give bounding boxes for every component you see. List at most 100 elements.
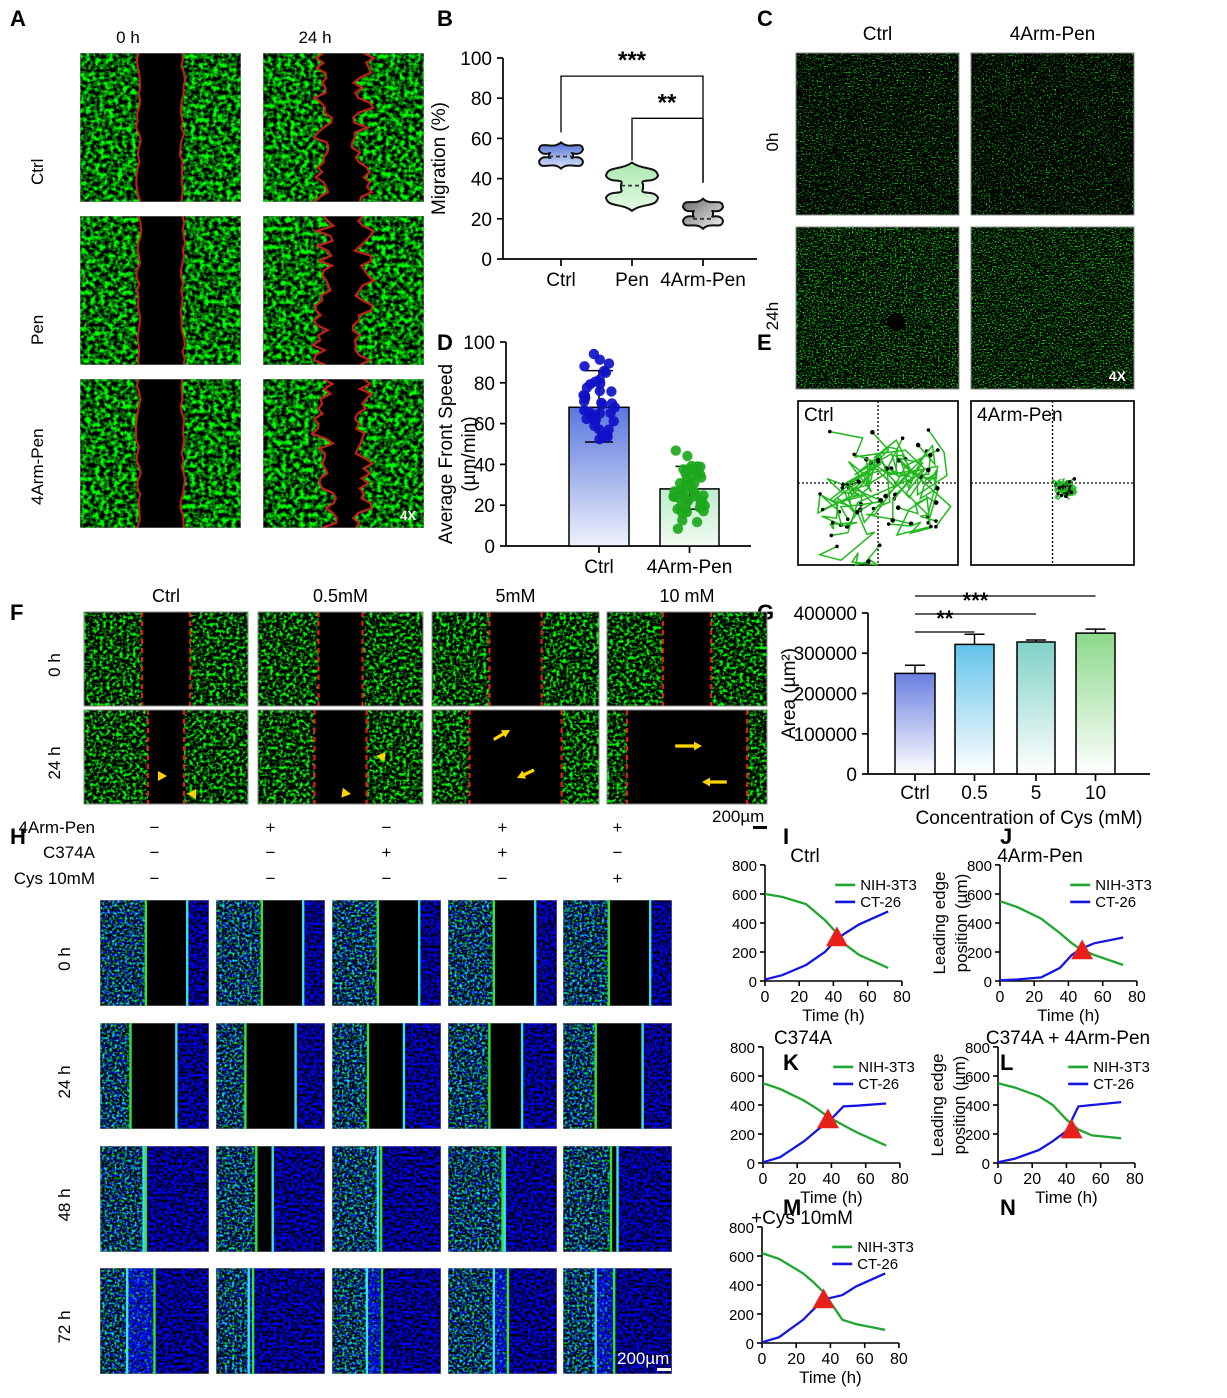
svg-text:CT-26: CT-26 bbox=[1093, 1076, 1134, 1093]
svg-text:Concentration of Cys (mM): Concentration of Cys (mM) bbox=[915, 808, 1142, 829]
svg-text:0: 0 bbox=[758, 1351, 767, 1368]
svg-text:24 h: 24 h bbox=[45, 746, 64, 779]
svg-text:40: 40 bbox=[825, 989, 843, 1006]
svg-text:0: 0 bbox=[746, 1336, 754, 1353]
svg-text:Pen: Pen bbox=[615, 270, 649, 291]
svg-text:+: + bbox=[266, 818, 276, 837]
svg-text:+: + bbox=[498, 818, 508, 837]
svg-text:(µm/min): (µm/min) bbox=[459, 416, 480, 491]
svg-text:200000: 200000 bbox=[794, 685, 857, 706]
svg-text:0: 0 bbox=[484, 537, 495, 558]
svg-text:0: 0 bbox=[749, 974, 757, 991]
svg-text:80: 80 bbox=[474, 374, 495, 395]
svg-text:**: ** bbox=[936, 606, 954, 631]
svg-text:Area (µm²): Area (µm²) bbox=[779, 648, 800, 739]
svg-text:0.5mM: 0.5mM bbox=[313, 586, 368, 606]
svg-text:800: 800 bbox=[730, 1040, 755, 1057]
svg-text:0 h: 0 h bbox=[45, 653, 64, 677]
svg-text:−: − bbox=[266, 869, 276, 888]
svg-text:24h: 24h bbox=[763, 302, 782, 330]
svg-text:400: 400 bbox=[967, 916, 992, 933]
svg-text:4Arm-Pen: 4Arm-Pen bbox=[1010, 24, 1096, 45]
svg-text:5: 5 bbox=[1031, 783, 1042, 804]
svg-text:NIH-3T3: NIH-3T3 bbox=[858, 1059, 915, 1076]
svg-text:60: 60 bbox=[474, 415, 495, 436]
svg-text:−: − bbox=[150, 843, 160, 862]
svg-text:100000: 100000 bbox=[794, 725, 857, 746]
svg-text:0: 0 bbox=[481, 250, 492, 271]
svg-text:0: 0 bbox=[747, 1156, 755, 1173]
svg-text:100: 100 bbox=[460, 49, 492, 70]
svg-text:Leading edge: Leading edge bbox=[928, 1053, 947, 1156]
svg-text:Ctrl: Ctrl bbox=[546, 270, 576, 291]
svg-text:80: 80 bbox=[893, 989, 911, 1006]
svg-text:20: 20 bbox=[790, 989, 808, 1006]
svg-text:300000: 300000 bbox=[794, 644, 857, 665]
svg-text:Time (h): Time (h) bbox=[800, 1188, 863, 1207]
svg-text:Time (h): Time (h) bbox=[1037, 1006, 1100, 1025]
svg-text:Time (h): Time (h) bbox=[802, 1006, 865, 1025]
svg-text:200: 200 bbox=[730, 1127, 755, 1144]
svg-text:400000: 400000 bbox=[794, 604, 857, 625]
svg-text:position (µm): position (µm) bbox=[952, 874, 971, 973]
svg-text:20: 20 bbox=[1025, 989, 1043, 1006]
svg-text:400: 400 bbox=[730, 1098, 755, 1115]
svg-text:+: + bbox=[382, 843, 392, 862]
svg-text:−: − bbox=[613, 843, 623, 862]
svg-text:40: 40 bbox=[1058, 1171, 1076, 1188]
svg-text:4Arm-Pen: 4Arm-Pen bbox=[647, 557, 733, 578]
svg-text:0: 0 bbox=[996, 989, 1005, 1006]
svg-text:0h: 0h bbox=[763, 133, 782, 152]
svg-text:−: − bbox=[150, 818, 160, 837]
svg-text:+: + bbox=[498, 843, 508, 862]
svg-text:800: 800 bbox=[729, 1220, 754, 1237]
svg-text:−: − bbox=[150, 869, 160, 888]
svg-text:200: 200 bbox=[729, 1307, 754, 1324]
svg-text:Time (h): Time (h) bbox=[799, 1368, 862, 1387]
svg-text:400: 400 bbox=[965, 1098, 990, 1115]
svg-text:600: 600 bbox=[730, 1069, 755, 1086]
svg-text:C374A: C374A bbox=[774, 1028, 832, 1049]
svg-text:CT-26: CT-26 bbox=[858, 1076, 899, 1093]
svg-text:4Arm-Pen: 4Arm-Pen bbox=[660, 270, 746, 291]
svg-text:CT-26: CT-26 bbox=[857, 1256, 898, 1273]
svg-text:400: 400 bbox=[732, 916, 757, 933]
svg-text:5mM: 5mM bbox=[496, 586, 536, 606]
svg-text:10: 10 bbox=[1085, 783, 1106, 804]
svg-text:200: 200 bbox=[732, 945, 757, 962]
svg-text:48 h: 48 h bbox=[55, 1188, 74, 1221]
svg-text:60: 60 bbox=[859, 989, 877, 1006]
svg-text:80: 80 bbox=[890, 1351, 908, 1368]
svg-text:40: 40 bbox=[823, 1171, 841, 1188]
svg-text:***: *** bbox=[618, 47, 647, 74]
svg-text:NIH-3T3: NIH-3T3 bbox=[860, 877, 917, 894]
svg-text:Ctrl: Ctrl bbox=[804, 405, 834, 426]
svg-text:800: 800 bbox=[965, 1040, 990, 1057]
svg-text:80: 80 bbox=[1128, 989, 1146, 1006]
svg-text:24 h: 24 h bbox=[55, 1065, 74, 1098]
svg-text:−: − bbox=[266, 843, 276, 862]
svg-text:0: 0 bbox=[994, 1171, 1003, 1188]
svg-text:position (µm): position (µm) bbox=[950, 1056, 969, 1155]
svg-text:800: 800 bbox=[967, 858, 992, 875]
svg-text:40: 40 bbox=[471, 170, 492, 191]
svg-text:NIH-3T3: NIH-3T3 bbox=[857, 1239, 914, 1256]
svg-text:600: 600 bbox=[965, 1069, 990, 1086]
svg-text:Migration (%): Migration (%) bbox=[429, 102, 450, 215]
svg-text:C374A: C374A bbox=[43, 843, 96, 862]
svg-text:+: + bbox=[613, 818, 623, 837]
svg-text:0: 0 bbox=[984, 974, 992, 991]
svg-text:Ctrl: Ctrl bbox=[584, 557, 614, 578]
svg-text:NIH-3T3: NIH-3T3 bbox=[1093, 1059, 1150, 1076]
svg-text:80: 80 bbox=[1126, 1171, 1144, 1188]
svg-text:600: 600 bbox=[732, 887, 757, 904]
svg-text:40: 40 bbox=[474, 455, 495, 476]
svg-text:CT-26: CT-26 bbox=[860, 894, 901, 911]
svg-text:60: 60 bbox=[1092, 1171, 1110, 1188]
svg-text:400: 400 bbox=[729, 1278, 754, 1295]
svg-text:10 mM: 10 mM bbox=[659, 586, 714, 606]
svg-text:72 h: 72 h bbox=[55, 1310, 74, 1343]
svg-text:CT-26: CT-26 bbox=[1095, 894, 1136, 911]
svg-text:−: − bbox=[382, 818, 392, 837]
svg-text:4Arm-Pen: 4Arm-Pen bbox=[18, 818, 95, 837]
